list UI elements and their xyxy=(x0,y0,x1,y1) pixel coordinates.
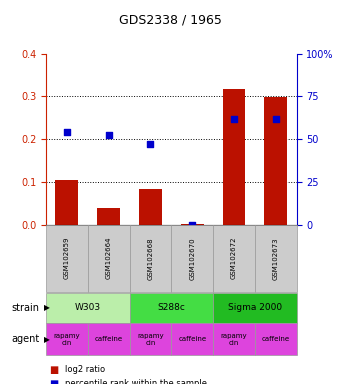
Text: GSM102673: GSM102673 xyxy=(273,237,279,280)
Text: ▶: ▶ xyxy=(44,303,50,312)
Text: GSM102672: GSM102672 xyxy=(231,237,237,280)
Text: percentile rank within the sample: percentile rank within the sample xyxy=(65,379,207,384)
Text: W303: W303 xyxy=(75,303,101,312)
Text: rapamy
cin: rapamy cin xyxy=(137,333,164,346)
Text: caffeine: caffeine xyxy=(178,336,206,342)
Point xyxy=(190,222,195,228)
Point xyxy=(64,129,70,136)
Text: GSM102670: GSM102670 xyxy=(189,237,195,280)
Point xyxy=(231,116,237,122)
Text: ■: ■ xyxy=(49,365,59,375)
Point xyxy=(273,116,279,122)
Text: GSM102668: GSM102668 xyxy=(147,237,153,280)
Text: caffeine: caffeine xyxy=(95,336,123,342)
Bar xyxy=(223,89,246,225)
Text: rapamy
cin: rapamy cin xyxy=(54,333,80,346)
Bar xyxy=(56,180,78,225)
Bar xyxy=(264,97,287,225)
Text: ▶: ▶ xyxy=(44,335,50,344)
Bar xyxy=(139,189,162,225)
Text: strain: strain xyxy=(11,303,39,313)
Text: S288c: S288c xyxy=(158,303,185,312)
Text: GSM102659: GSM102659 xyxy=(64,237,70,280)
Text: GDS2338 / 1965: GDS2338 / 1965 xyxy=(119,13,222,26)
Text: GSM102664: GSM102664 xyxy=(106,237,112,280)
Bar xyxy=(181,224,204,225)
Text: agent: agent xyxy=(11,334,39,344)
Bar xyxy=(97,209,120,225)
Text: rapamy
cin: rapamy cin xyxy=(221,333,247,346)
Text: ■: ■ xyxy=(49,379,59,384)
Point xyxy=(106,132,112,138)
Text: Sigma 2000: Sigma 2000 xyxy=(228,303,282,312)
Point xyxy=(148,141,153,147)
Text: caffeine: caffeine xyxy=(262,336,290,342)
Text: log2 ratio: log2 ratio xyxy=(65,365,105,374)
